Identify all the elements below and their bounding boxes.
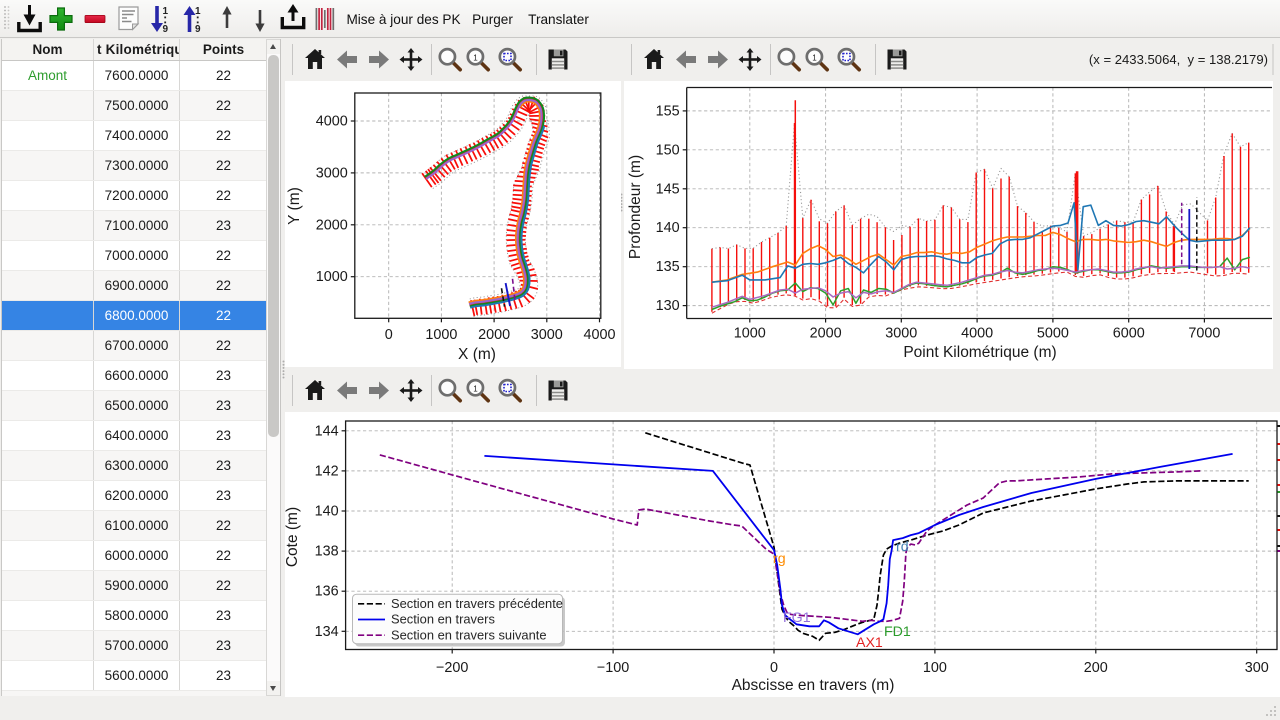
svg-text:4000: 4000 [961, 326, 993, 342]
svg-text:1: 1 [163, 6, 169, 17]
svg-text:4000: 4000 [583, 327, 615, 343]
svg-text:Point Kilométrique (m): Point Kilométrique (m) [903, 344, 1056, 361]
svg-text:135: 135 [656, 259, 680, 275]
svg-text:3000: 3000 [531, 327, 563, 343]
svg-text:rg: rg [773, 551, 786, 567]
svg-text:1: 1 [195, 6, 201, 17]
svg-text:0: 0 [385, 327, 393, 343]
svg-text:Cote (m): Cote (m) [285, 507, 301, 567]
svg-text:1000: 1000 [425, 327, 457, 343]
svg-text:142: 142 [315, 463, 339, 479]
svg-text:X (m): X (m) [458, 346, 496, 363]
svg-text:130: 130 [656, 298, 680, 314]
svg-text:3000: 3000 [885, 326, 917, 342]
svg-text:145: 145 [656, 181, 680, 197]
svg-text:7000: 7000 [1188, 326, 1220, 342]
svg-text:−200: −200 [436, 660, 468, 676]
svg-text:AX1: AX1 [856, 635, 883, 651]
svg-text:6000: 6000 [1113, 326, 1145, 342]
svg-text:1000: 1000 [316, 269, 348, 285]
svg-text:0: 0 [770, 660, 778, 676]
svg-text:140: 140 [656, 220, 680, 236]
svg-text:rd: rd [896, 539, 909, 555]
svg-text:2000: 2000 [478, 327, 510, 343]
svg-text:2000: 2000 [316, 217, 348, 233]
svg-text:136: 136 [315, 584, 339, 600]
svg-text:300: 300 [1245, 660, 1269, 676]
svg-text:3000: 3000 [316, 165, 348, 181]
svg-text:5000: 5000 [1037, 326, 1069, 342]
svg-text:Purger: Purger [472, 12, 513, 27]
svg-text:1: 1 [812, 54, 817, 63]
svg-text:Section en travers: Section en travers [391, 612, 495, 627]
svg-text:150: 150 [656, 142, 680, 158]
svg-text:100: 100 [923, 660, 947, 676]
svg-text:FD1: FD1 [884, 624, 911, 640]
svg-text:138: 138 [315, 544, 339, 560]
svg-text:200: 200 [1084, 660, 1108, 676]
svg-text:Abscisse en travers (m): Abscisse en travers (m) [732, 677, 895, 694]
svg-text:−100: −100 [597, 660, 629, 676]
svg-text:Section en travers précédente: Section en travers précédente [391, 596, 563, 611]
svg-text:Profondeur (m): Profondeur (m) [627, 155, 644, 259]
svg-text:1000: 1000 [734, 326, 766, 342]
svg-text:Y (m): Y (m) [286, 187, 303, 225]
svg-text:9: 9 [163, 24, 169, 35]
svg-text:134: 134 [315, 624, 339, 640]
svg-text:Section en travers suivante: Section en travers suivante [391, 627, 547, 642]
svg-text:9: 9 [195, 24, 201, 35]
svg-text:140: 140 [315, 504, 339, 520]
svg-text:1: 1 [473, 385, 478, 394]
svg-text:(x = 2433.5064, y = 138.2179): (x = 2433.5064, y = 138.2179) [1089, 52, 1268, 67]
svg-text:2000: 2000 [810, 326, 842, 342]
svg-text:1: 1 [473, 54, 478, 63]
svg-text:4000: 4000 [316, 114, 348, 130]
svg-text:FG1: FG1 [783, 610, 811, 626]
svg-text:Translater: Translater [528, 12, 589, 27]
svg-text:155: 155 [656, 103, 680, 119]
svg-text:144: 144 [315, 423, 339, 439]
svg-text:Mise à jour des PK: Mise à jour des PK [346, 12, 460, 27]
